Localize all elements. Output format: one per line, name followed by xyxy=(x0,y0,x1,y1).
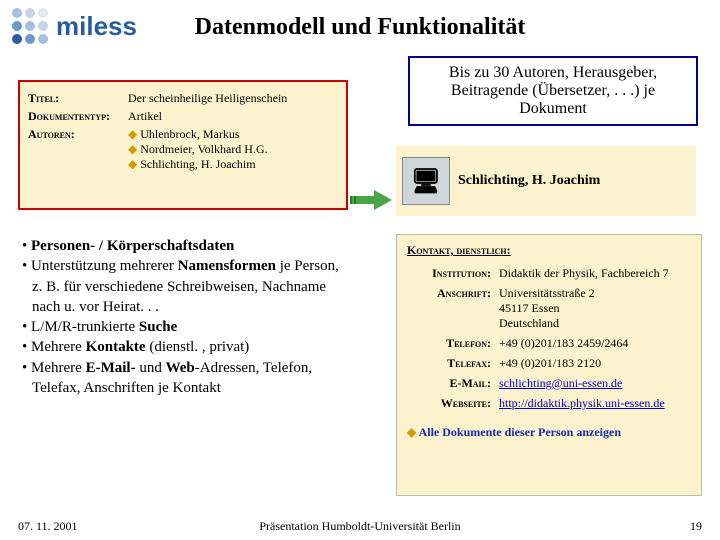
anschrift-label: Anschrift: xyxy=(407,286,499,331)
callout-box: Bis zu 30 Autoren, Herausgeber, Beitrage… xyxy=(408,56,698,126)
web-link[interactable]: http://didaktik.physik.uni-essen.de xyxy=(499,396,691,411)
autoren-label: Autoren: xyxy=(28,127,128,142)
institution-value: Didaktik der Physik, Fachbereich 7 xyxy=(499,266,691,281)
anschrift-value: Universitätsstraße 2 45117 Essen Deutsch… xyxy=(499,286,691,331)
monitor-icon: 🖥 xyxy=(402,157,450,205)
features-list: Personen- / Körperschaftsdaten Unterstüt… xyxy=(22,236,352,398)
email-label: E-Mail: xyxy=(407,376,499,391)
feature-item: Mehrere Kontakte (dienstl. , privat) xyxy=(32,337,352,357)
web-label: Webseite: xyxy=(407,396,499,411)
autor-item[interactable]: Uhlenbrock, Markus xyxy=(128,127,338,142)
feature-item: Mehrere E-Mail- und Web-Adressen, Telefo… xyxy=(32,358,352,399)
telefax-label: Telefax: xyxy=(407,356,499,371)
footer-caption: Präsentation Humboldt-Universität Berlin xyxy=(0,519,720,534)
person-card: 🖥 Schlichting, H. Joachim xyxy=(396,146,696,216)
email-link[interactable]: schlichting@uni-essen.de xyxy=(499,376,691,391)
document-card: Titel: Der scheinheilige Heiligenschein … xyxy=(18,80,348,210)
contact-card: Kontakt, dienstlich: Institution: Didakt… xyxy=(396,234,702,496)
person-name: Schlichting, H. Joachim xyxy=(458,173,600,189)
feature-item: Unterstützung mehrerer Namensformen je P… xyxy=(32,256,352,317)
typ-label: Dokumententyp: xyxy=(28,109,128,124)
page-title: Datenmodell und Funktionalität xyxy=(0,14,720,41)
titel-label: Titel: xyxy=(28,91,128,106)
autor-item[interactable]: Nordmeier, Volkhard H.G. xyxy=(128,142,338,157)
autor-item[interactable]: Schlichting, H. Joachim xyxy=(128,157,338,172)
institution-label: Institution: xyxy=(407,266,499,281)
arrow-icon xyxy=(350,190,392,210)
typ-value: Artikel xyxy=(128,109,338,124)
all-docs-link[interactable]: Alle Dokumente dieser Person anzeigen xyxy=(407,425,691,440)
feature-item: Personen- / Körperschaftsdaten xyxy=(32,236,352,256)
telefon-label: Telefon: xyxy=(407,336,499,351)
feature-item: L/M/R-trunkierte Suche xyxy=(32,317,352,337)
footer-page: 19 xyxy=(690,519,702,534)
contact-header: Kontakt, dienstlich: xyxy=(407,243,691,258)
telefax-value: +49 (0)201/183 2120 xyxy=(499,356,691,371)
autoren-list: Uhlenbrock, Markus Nordmeier, Volkhard H… xyxy=(128,127,338,172)
telefon-value: +49 (0)201/183 2459/2464 xyxy=(499,336,691,351)
titel-value: Der scheinheilige Heiligenschein xyxy=(128,91,338,106)
